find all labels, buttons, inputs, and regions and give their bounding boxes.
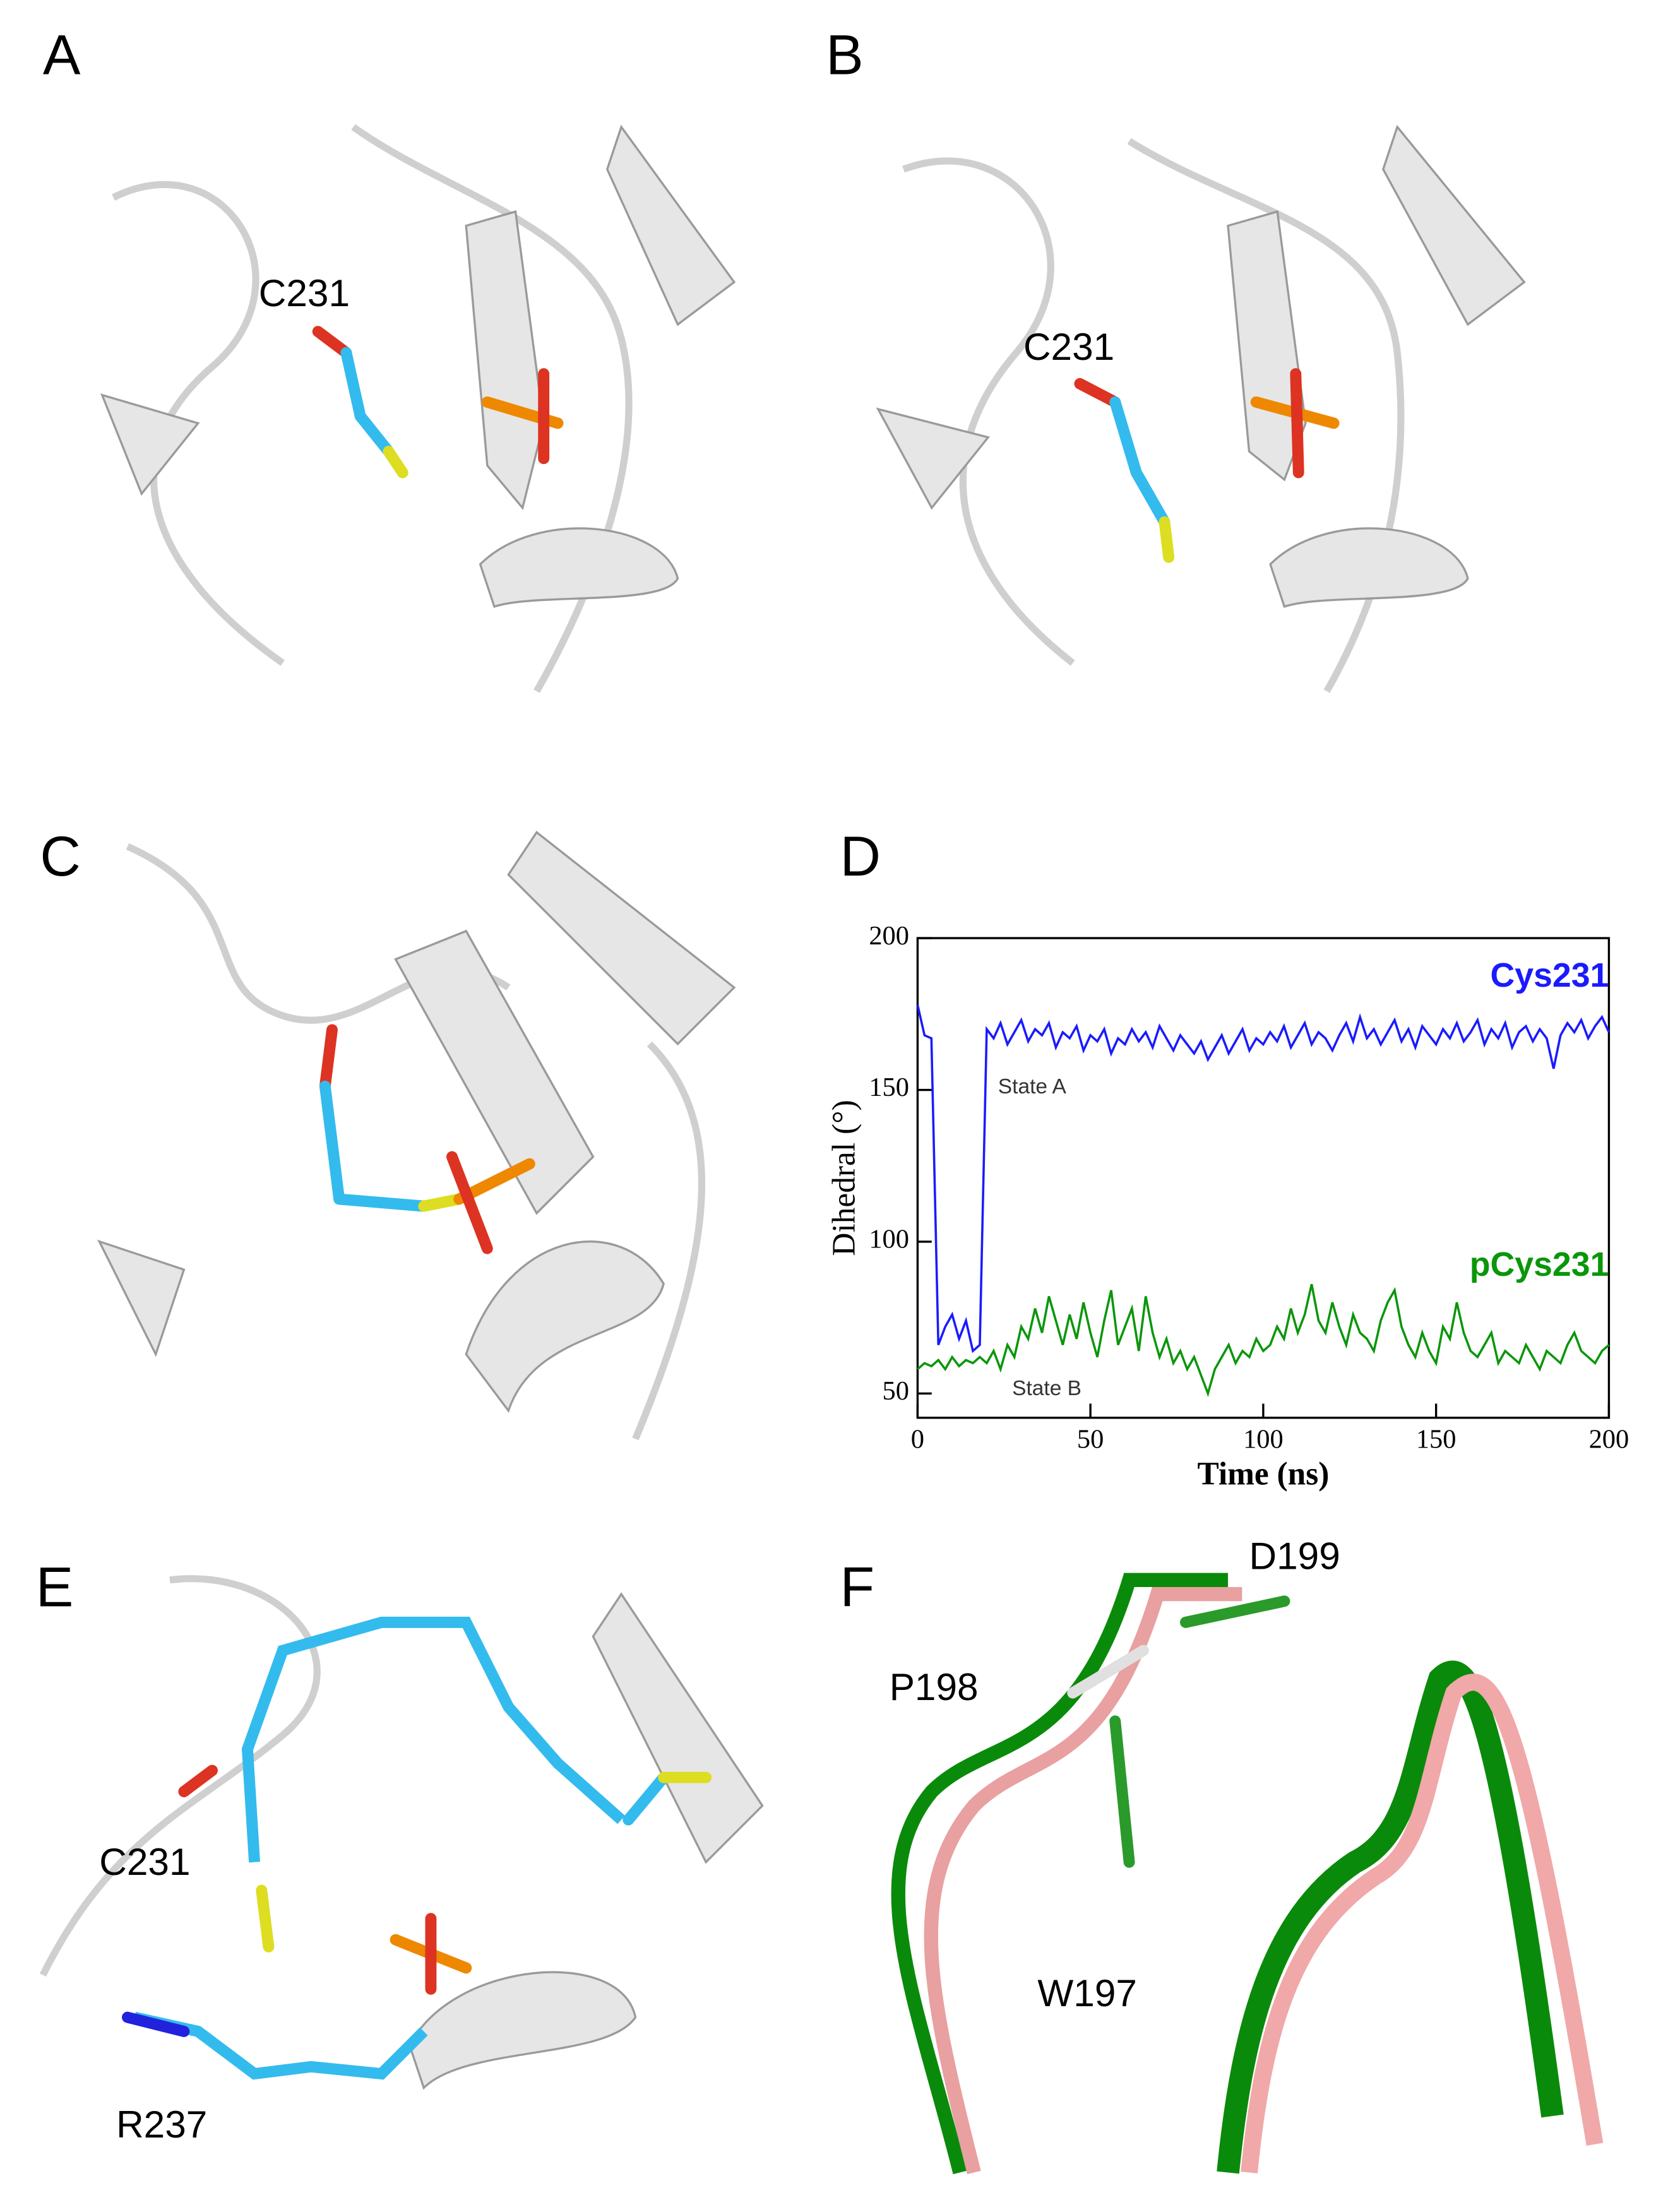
x-tick-label: 50 [1077, 1425, 1104, 1454]
plot-frame [916, 937, 1611, 1419]
y-tick-label: 200 [869, 921, 909, 951]
annotation: State B [1012, 1377, 1081, 1400]
structure-e [28, 1552, 798, 2180]
y-axis-label: Dihedral (°) [826, 1100, 862, 1256]
legend-entry: Cys231 [1491, 956, 1609, 994]
residue-label: C231 [1023, 325, 1114, 368]
residue-label: D199 [1249, 1534, 1340, 1577]
x-tick-label: 150 [1416, 1425, 1456, 1454]
panel-label: B [826, 23, 864, 86]
panel-label: F [840, 1555, 874, 1618]
structure-c [92, 825, 770, 1453]
y-tick-label: 150 [869, 1073, 909, 1102]
x-tick-label: 0 [911, 1425, 924, 1454]
residue-label: W197 [1037, 1971, 1137, 2014]
x-tick-label: 200 [1589, 1425, 1629, 1454]
panel-label: A [43, 23, 81, 86]
series-line [916, 1004, 1611, 1353]
panel-label: D [840, 824, 881, 888]
x-tick-label: 100 [1243, 1425, 1284, 1454]
annotation: State A [998, 1075, 1067, 1098]
structure-f [854, 1552, 1652, 2187]
series-line [917, 1283, 1610, 1398]
residue-label: R237 [116, 2103, 207, 2146]
structure-a [99, 92, 770, 706]
panel-label: E [36, 1555, 74, 1618]
panel-label: C [40, 824, 81, 888]
residue-label: C231 [99, 1840, 190, 1883]
structure-b [875, 92, 1560, 706]
residue-label: P198 [890, 1665, 979, 1708]
y-tick-label: 50 [883, 1376, 909, 1406]
legend-entry: pCys231 [1470, 1246, 1609, 1283]
y-tick-label: 100 [869, 1225, 909, 1254]
residue-label: C231 [259, 271, 350, 314]
x-axis-label: Time (ns) [1197, 1456, 1329, 1492]
